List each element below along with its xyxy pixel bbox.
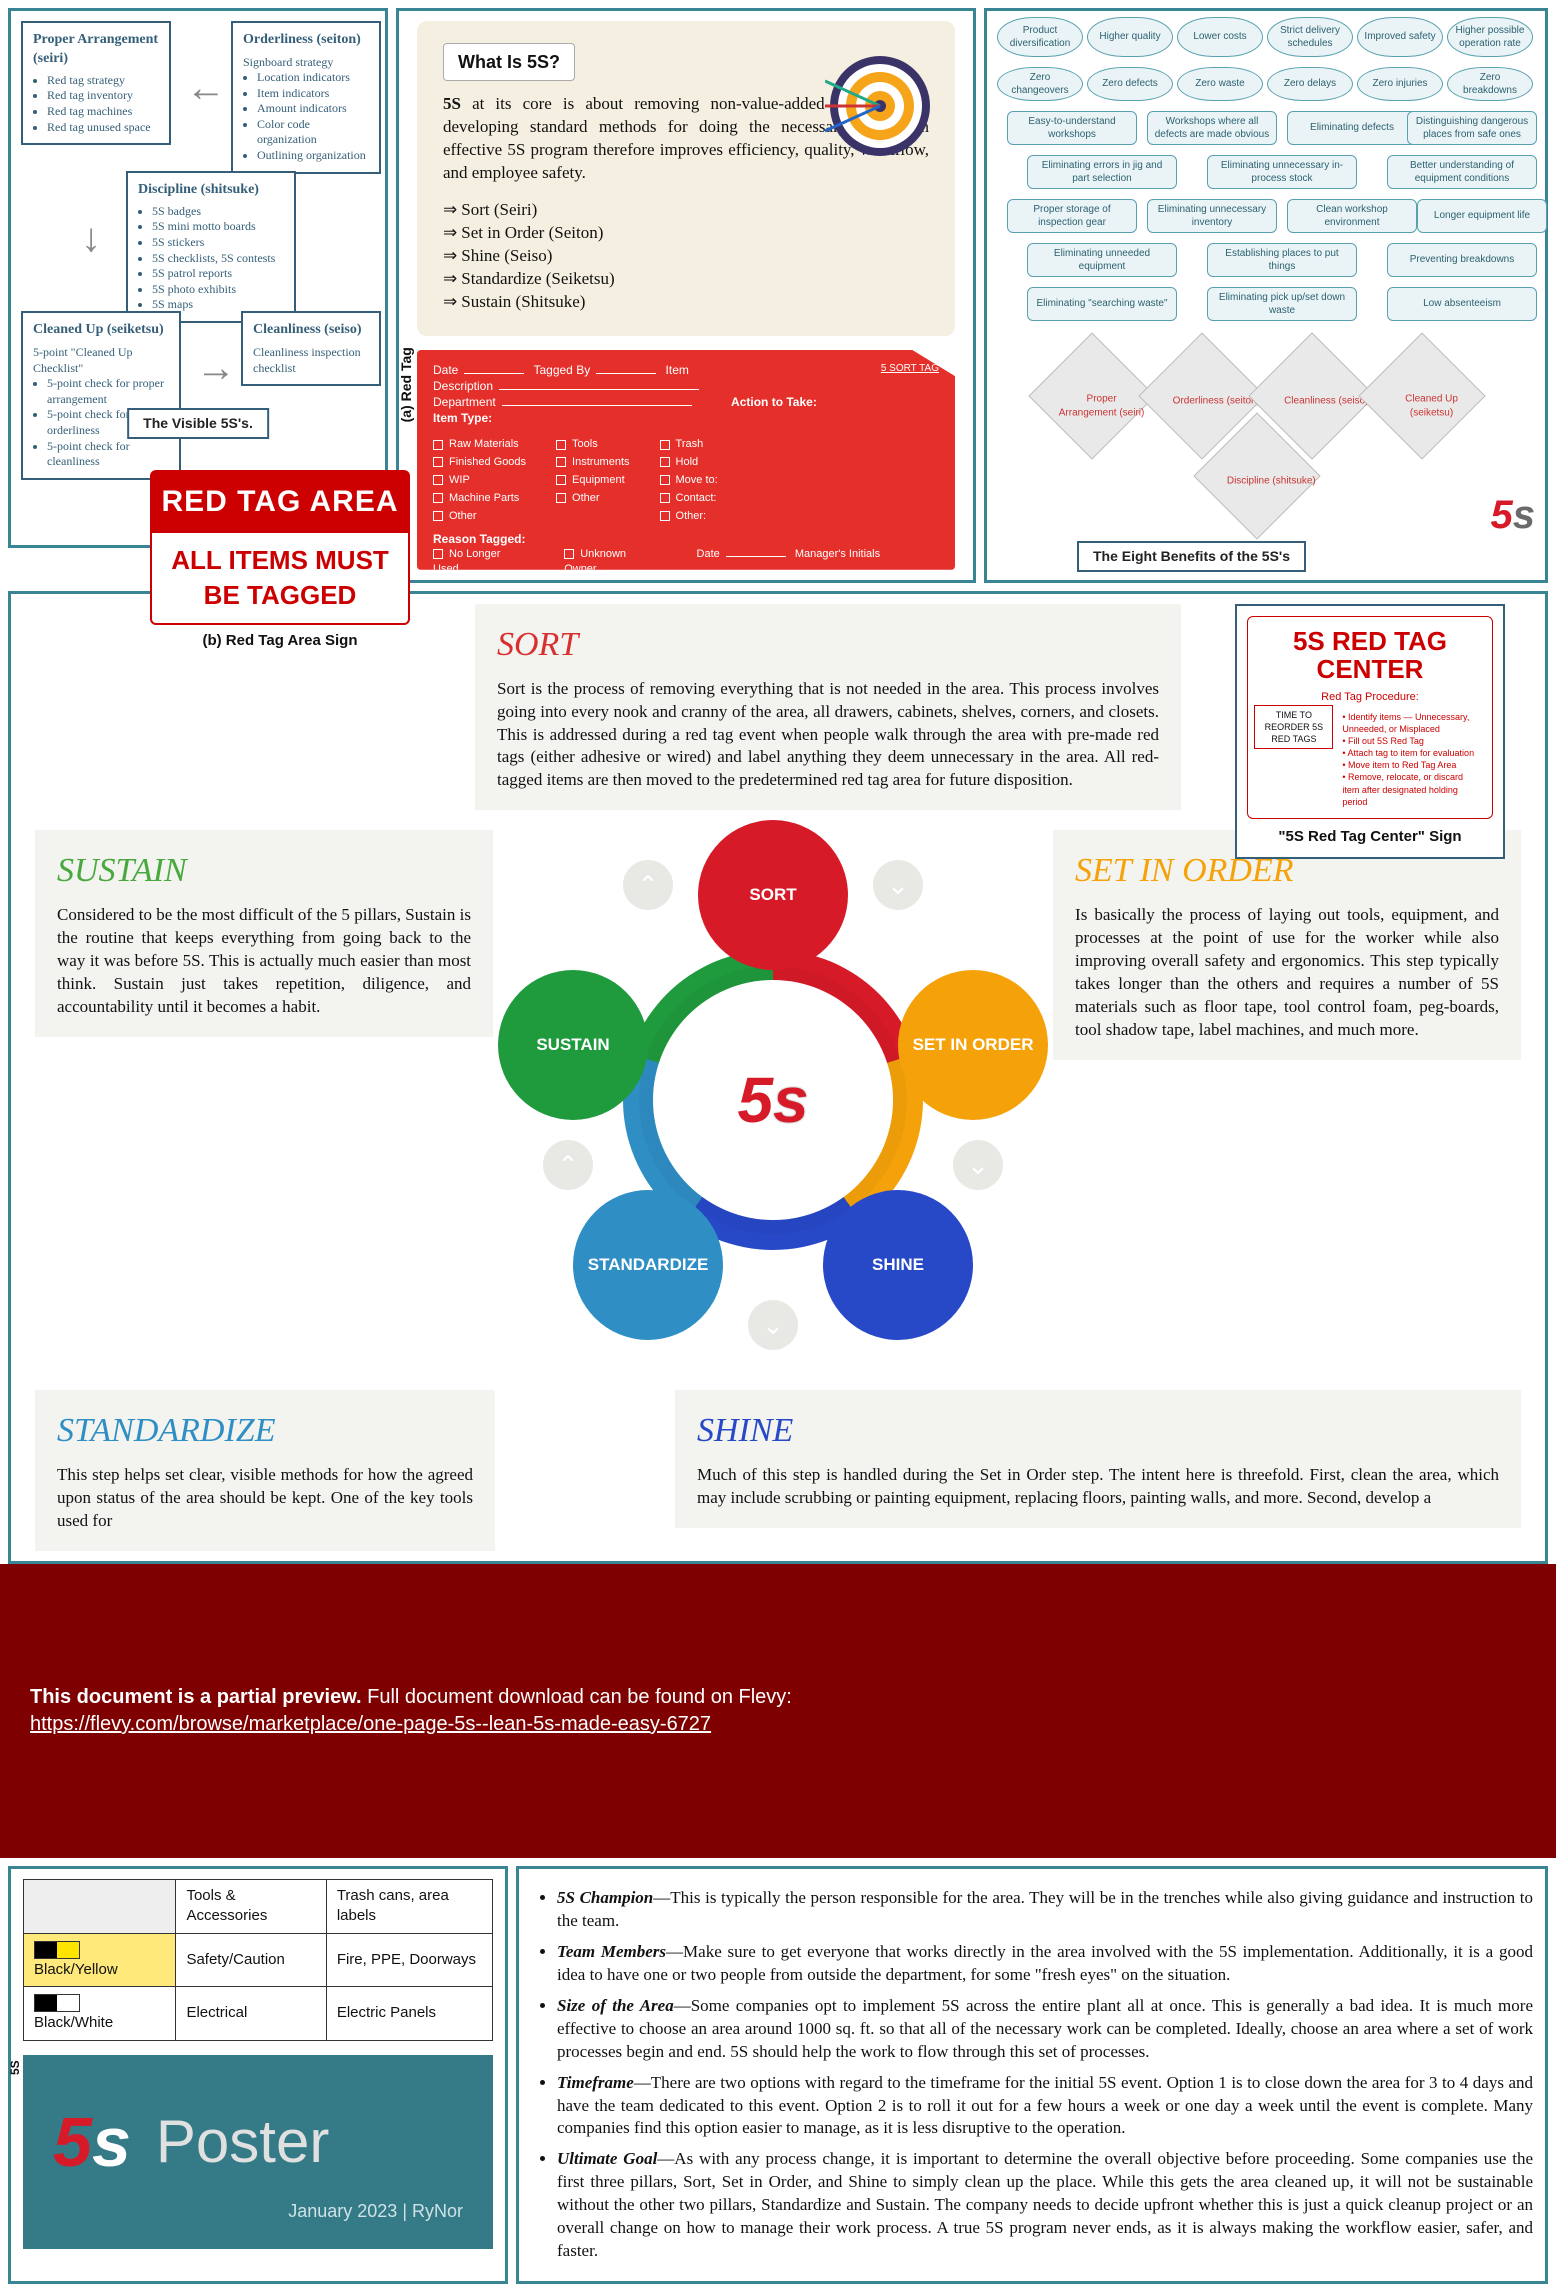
set-in-order-card: SET IN ORDER Is basically the process of… [1053, 830, 1521, 1060]
table-row: Tools & Accessories Trash cans, area lab… [24, 1880, 493, 1934]
benefit-node: Zero delays [1267, 67, 1353, 101]
planning-panel: 5S Champion—This is typically the person… [516, 1866, 1548, 2284]
what-is-5s-panel: What Is 5S? 5S at its core is about remo… [396, 8, 976, 583]
five-s-logo-icon: 5s [1491, 488, 1536, 542]
benefit-node: Improved safety [1357, 17, 1443, 57]
benefit-diamond: Proper Arrangement (seiri) [1028, 332, 1155, 459]
benefit-node: Lower costs [1177, 17, 1263, 57]
benefit-diamond: Cleaned Up (seiketsu) [1358, 332, 1485, 459]
planning-bullets: 5S Champion—This is typically the person… [557, 1887, 1533, 2263]
benefit-node: Better understanding of equipment condit… [1387, 155, 1537, 189]
chevron-icon: ⌄ [873, 860, 923, 910]
benefit-node: Eliminating pick up/set down waste [1207, 287, 1357, 321]
poster-card: 5s Poster January 2023 | RyNor [23, 2055, 493, 2250]
what-is-5s-card: What Is 5S? 5S at its core is about remo… [417, 21, 955, 336]
five-s-list: Sort (Seiri) Set in Order (Seiton) Shine… [443, 199, 929, 314]
benefit-node: Strict delivery schedules [1267, 17, 1353, 57]
preview-banner: This document is a partial preview. Full… [0, 1564, 1556, 1858]
benefit-node: Zero breakdowns [1447, 67, 1533, 101]
visible-5s-caption: The Visible 5S's. [127, 408, 269, 439]
what-is-5s-heading: What Is 5S? [443, 43, 575, 81]
five-s-wheel: 5s SORT SET IN ORDER SHINE STANDARDIZE S… [503, 830, 1043, 1370]
benefit-node: Low absenteeism [1387, 287, 1537, 321]
benefit-node: Higher possible operation rate [1447, 17, 1533, 57]
red-tag-side-label: (a) Red Tag [397, 347, 416, 422]
benefit-node: Zero waste [1177, 67, 1263, 101]
list-item: 5S Champion—This is typically the person… [557, 1887, 1533, 1933]
benefit-node: Eliminating unnecessary inventory [1147, 199, 1277, 233]
red-tag-form-wrap: (a) Red Tag Date Tagged By Item 5 SORT T… [417, 350, 955, 570]
benefit-node: Proper storage of inspection gear [1007, 199, 1137, 233]
target-icon [825, 51, 935, 161]
red-tag-form: Date Tagged By Item 5 SORT TAG Descripti… [417, 350, 955, 570]
sort-card: SORT Sort is the process of removing eve… [475, 604, 1181, 811]
color-table: Tools & Accessories Trash cans, area lab… [23, 1879, 493, 2041]
benefit-node: Zero defects [1087, 67, 1173, 101]
table-row: Black/Yellow Safety/Caution Fire, PPE, D… [24, 1933, 493, 1987]
table-row: Black/White Electrical Electric Panels [24, 1987, 493, 2041]
benefit-node: Eliminating unneeded equipment [1027, 243, 1177, 277]
benefit-node: Eliminating errors in jig and part selec… [1027, 155, 1177, 189]
visible-5s-panel: Proper Arrangement (seiri) Red tag strat… [8, 8, 388, 548]
benefit-node: Zero changeovers [997, 67, 1083, 101]
benefit-node: Eliminating "searching waste" [1027, 287, 1177, 321]
eight-benefits-caption: The Eight Benefits of the 5S's [1077, 541, 1306, 572]
benefit-node: Establishing places to put things [1207, 243, 1357, 277]
red-tag-center-caption: "5S Red Tag Center" Sign [1247, 827, 1493, 847]
benefit-node: Product diversification [997, 17, 1083, 57]
arrow-icon: → [196, 341, 236, 395]
benefit-node: Workshops where all defects are made obv… [1147, 111, 1277, 145]
chevron-icon: ⌄ [953, 1140, 1003, 1190]
box-proper: Proper Arrangement (seiri) Red tag strat… [21, 21, 171, 145]
arrow-icon: ← [186, 61, 226, 115]
shine-card: SHINE Much of this step is handled durin… [675, 1390, 1521, 1528]
benefit-node: Higher quality [1087, 17, 1173, 57]
benefit-node: Eliminating defects [1287, 111, 1417, 145]
wheel-standardize: STANDARDIZE [573, 1190, 723, 1340]
wheel-shine: SHINE [823, 1190, 973, 1340]
benefit-node: Preventing breakdowns [1387, 243, 1537, 277]
list-item: Size of the Area—Some companies opt to i… [557, 1995, 1533, 2064]
benefit-node: Eliminating unnecessary in-process stock [1207, 155, 1357, 189]
wheel-sustain: SUSTAIN [498, 970, 648, 1120]
box-orderliness: Orderliness (seiton) Signboard strategy … [231, 21, 381, 174]
list-item: Timeframe—There are two options with reg… [557, 2072, 1533, 2141]
five-pillars-panel: SORT Sort is the process of removing eve… [8, 591, 1548, 1564]
wheel-set: SET IN ORDER [898, 970, 1048, 1120]
chevron-icon: ⌃ [623, 860, 673, 910]
sustain-card: SUSTAIN Considered to be the most diffic… [35, 830, 493, 1037]
list-item: Team Members—Make sure to get everyone t… [557, 1941, 1533, 1987]
red-tag-center-sign: 5S RED TAG CENTER Red Tag Procedure: TIM… [1235, 604, 1505, 859]
benefit-node: Zero injuries [1357, 67, 1443, 101]
benefit-node: Easy-to-understand workshops [1007, 111, 1137, 145]
eight-benefits-panel: Product diversificationHigher qualityLow… [984, 8, 1548, 583]
box-cleanliness: Cleanliness (seiso) Cleanliness inspecti… [241, 311, 381, 386]
chevron-icon: ⌃ [543, 1140, 593, 1190]
standardize-card: STANDARDIZE This step helps set clear, v… [35, 1390, 495, 1551]
eight-benefits-diagram: Product diversificationHigher qualityLow… [987, 11, 1545, 491]
chevron-icon: ⌄ [748, 1300, 798, 1350]
color-guide-panel: 5S Tools & Accessories Trash cans, area … [8, 1866, 508, 2284]
wheel-sort: SORT [698, 820, 848, 970]
arrow-icon: ↓ [81, 211, 101, 265]
benefit-node: Longer equipment life [1417, 199, 1547, 233]
list-item: Ultimate Goal—As with any process change… [557, 2148, 1533, 2263]
box-cleanedup: Cleaned Up (seiketsu) 5-point "Cleaned U… [21, 311, 181, 480]
benefit-node: Clean workshop environment [1287, 199, 1417, 233]
preview-link[interactable]: https://flevy.com/browse/marketplace/one… [30, 1713, 711, 1735]
panel-vlabel: 5S [7, 2060, 23, 2075]
box-discipline: Discipline (shitsuke) 5S badges 5S mini … [126, 171, 296, 323]
benefit-node: Distinguishing dangerous places from saf… [1407, 111, 1537, 145]
